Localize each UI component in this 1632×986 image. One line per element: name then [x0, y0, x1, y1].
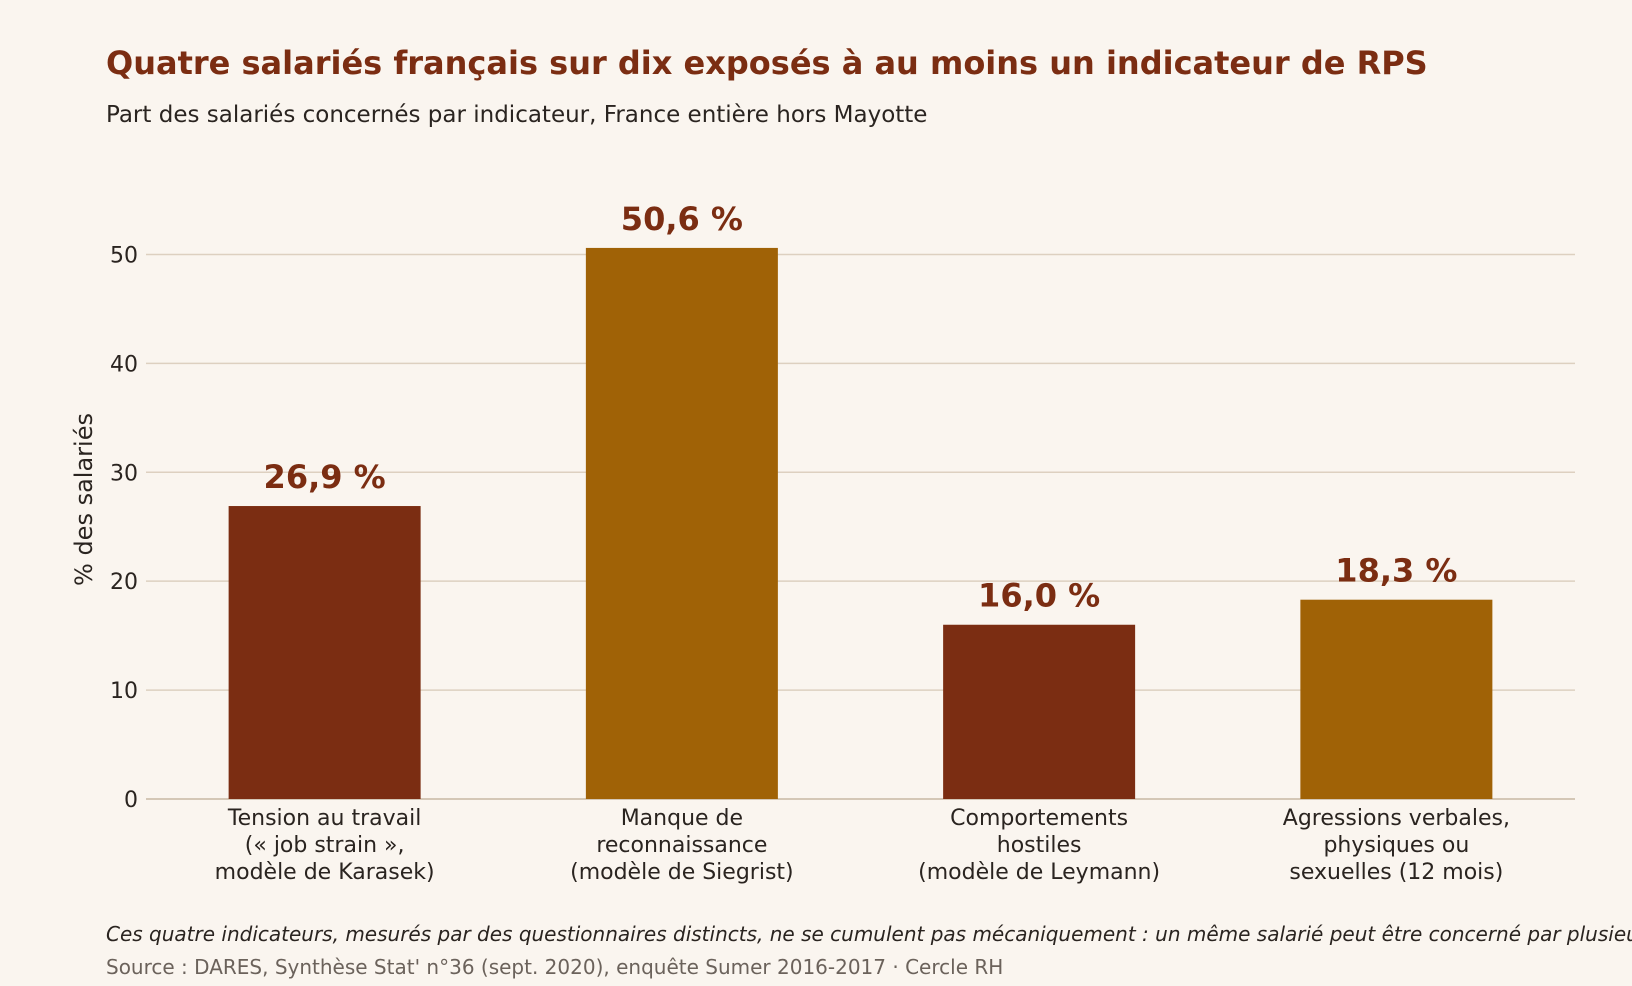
chart-note: Ces quatre indicateurs, mesurés par des … [106, 922, 1632, 946]
bar [228, 506, 421, 799]
bar-value-label: 26,9 % [264, 458, 386, 496]
x-category-label: hostiles [997, 833, 1082, 858]
y-tick-label: 10 [110, 679, 138, 704]
chart-title: Quatre salariés français sur dix exposés… [106, 44, 1428, 82]
y-tick-label: 40 [110, 352, 138, 377]
x-category-label: Agressions verbales, [1283, 806, 1510, 831]
y-tick-label: 30 [110, 461, 138, 486]
bar [585, 247, 778, 800]
y-tick-label: 50 [110, 243, 138, 268]
x-category-label: Comportements [950, 806, 1128, 831]
y-tick-label: 0 [124, 788, 138, 813]
y-tick-label: 20 [110, 570, 138, 595]
x-category-label: Manque de [621, 806, 743, 831]
bar-value-label: 18,3 % [1335, 552, 1457, 590]
bar [1300, 599, 1493, 799]
bar-chart: 0 10 20 30 40 50 % des salariés 26,9 % Tension a… [70, 200, 1575, 885]
x-category-label: (« job strain », [245, 833, 405, 858]
x-category-label: modèle de Karasek) [215, 860, 435, 885]
x-category-label: (modèle de Siegrist) [570, 860, 794, 885]
x-category-label: Tension au travail [227, 806, 421, 831]
x-category-label: (modèle de Leymann) [918, 860, 1160, 885]
x-category-label: reconnaissance [596, 833, 767, 858]
x-category-label: sexuelles (12 mois) [1289, 860, 1503, 885]
x-category-label: physiques ou [1323, 833, 1469, 858]
bar-value-label: 16,0 % [978, 577, 1100, 615]
y-axis-label: % des salariés [70, 413, 98, 586]
bar [943, 624, 1136, 799]
chart-subtitle: Part des salariés concernés par indicate… [106, 102, 928, 128]
bar-value-label: 50,6 % [621, 200, 743, 238]
chart-source: Source : DARES, Synthèse Stat' n°36 (sep… [106, 955, 1004, 979]
